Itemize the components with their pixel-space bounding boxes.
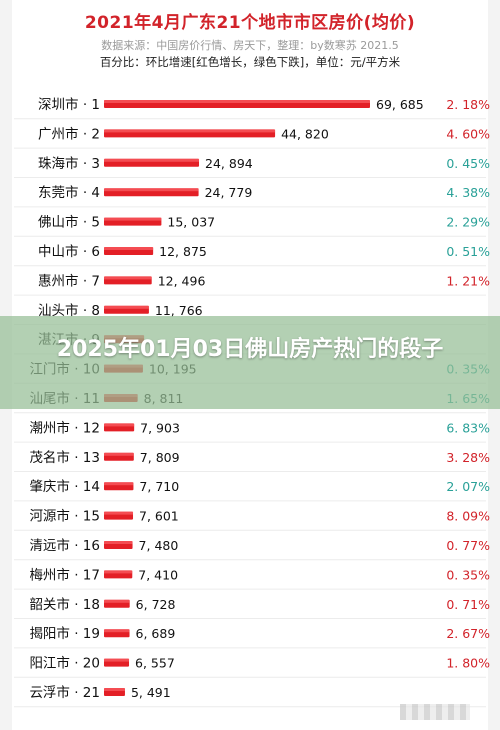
change-label: 2. 29%	[446, 215, 490, 230]
bar-highlight	[104, 452, 134, 456]
change-label: 2. 07%	[446, 479, 490, 494]
chart-note: 百分比：环比增速[红色增长，绿色下跌]，单位：元/平方米	[99, 55, 401, 69]
headline-text: 2025年01月03日佛山房产热门的段子	[56, 337, 444, 362]
value-label: 7, 710	[139, 479, 179, 494]
bar-highlight	[104, 570, 133, 574]
value-label: 7, 601	[139, 509, 179, 524]
change-label: 0. 71%	[446, 597, 490, 612]
bar-highlight	[104, 511, 134, 515]
category-label: 梅州市 · 17	[29, 566, 100, 583]
bar-highlight	[104, 541, 133, 544]
change-label: 6. 83%	[446, 420, 490, 435]
value-label: 7, 410	[138, 567, 178, 582]
bar-highlight	[104, 158, 200, 162]
bar-highlight	[104, 658, 130, 662]
change-label: 3. 28%	[446, 450, 490, 465]
value-label: 24, 779	[205, 185, 253, 200]
category-label: 中山市 · 6	[38, 243, 100, 260]
value-label: 24, 894	[205, 156, 253, 171]
bar-highlight	[104, 129, 276, 133]
bar-highlight	[104, 100, 370, 103]
bar-highlight	[104, 276, 152, 280]
category-label: 广州市 · 2	[38, 125, 100, 142]
category-label: 阳江市 · 20	[29, 655, 100, 672]
change-label: 4. 60%	[446, 126, 490, 141]
category-label: 珠海市 · 3	[38, 155, 100, 172]
value-label: 7, 809	[140, 450, 180, 465]
category-label: 韶关市 · 18	[29, 596, 100, 613]
bar-highlight	[104, 482, 134, 486]
change-label: 0. 77%	[446, 538, 490, 553]
change-label: 0. 51%	[446, 244, 490, 259]
category-label: 云浮市 · 21	[29, 684, 100, 701]
value-label: 12, 875	[159, 244, 207, 259]
bar-highlight	[104, 599, 130, 603]
bar-highlight	[104, 247, 154, 250]
value-label: 7, 903	[140, 420, 180, 435]
value-label: 12, 496	[158, 273, 206, 288]
category-label: 佛山市 · 5	[38, 214, 100, 231]
data-source: 数据来源：中国房价行情、房天下，整理：by数寒苏 2021.5	[101, 39, 399, 52]
bar-highlight	[104, 629, 130, 633]
value-label: 44, 820	[281, 126, 329, 141]
category-label: 清远市 · 16	[29, 537, 100, 554]
change-label: 1. 21%	[446, 273, 490, 288]
category-label: 东莞市 · 4	[38, 184, 100, 201]
value-label: 69, 685	[376, 97, 424, 112]
headline-banner	[0, 316, 500, 409]
value-label: 6, 689	[136, 626, 176, 641]
value-label: 6, 557	[135, 656, 175, 671]
value-label: 15, 037	[167, 215, 215, 230]
category-label: 汕头市 · 8	[38, 302, 100, 319]
category-label: 深圳市 · 1	[38, 96, 100, 113]
category-label: 揭阳市 · 19	[29, 625, 100, 642]
chart-title: 2021年4月广东21个地市市区房价(均价)	[84, 13, 416, 33]
change-label: 1. 80%	[446, 656, 490, 671]
change-label: 2. 67%	[446, 626, 490, 641]
change-label: 0. 45%	[446, 156, 490, 171]
category-label: 肇庆市 · 14	[29, 478, 100, 495]
category-label: 潮州市 · 12	[29, 419, 100, 436]
bar-highlight	[104, 423, 135, 427]
change-label: 0. 35%	[446, 567, 490, 582]
change-label: 2. 18%	[446, 97, 490, 112]
category-label: 河源市 · 15	[29, 508, 100, 525]
watermark-icon	[400, 704, 470, 720]
bar-highlight	[104, 188, 199, 192]
bar-highlight	[104, 688, 125, 691]
bar-highlight	[104, 305, 149, 309]
category-label: 茂名市 · 13	[29, 449, 100, 466]
change-label: 4. 38%	[446, 185, 490, 200]
value-label: 6, 728	[136, 597, 176, 612]
value-label: 11, 766	[155, 303, 203, 318]
category-label: 惠州市 · 7	[38, 272, 100, 289]
value-label: 7, 480	[139, 538, 179, 553]
bar-highlight	[104, 217, 162, 221]
change-label: 8. 09%	[446, 509, 490, 524]
value-label: 5, 491	[131, 685, 171, 700]
